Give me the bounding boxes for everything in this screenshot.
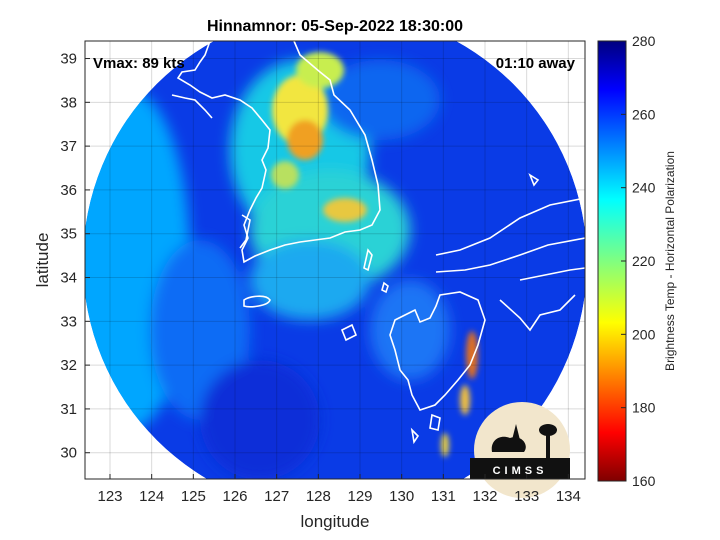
y-tick-label: 37	[60, 138, 77, 155]
chart-title: Hinnamnor: 05-Sep-2022 18:30:00	[207, 18, 463, 35]
grid-lines	[85, 41, 585, 479]
y-tick-label: 35	[60, 226, 77, 243]
cimss-logo: CIMSS	[470, 402, 570, 498]
x-tick-label: 133	[514, 488, 539, 505]
vmax-annotation: Vmax: 89 kts	[93, 55, 185, 72]
colorbar-tick-label: 260	[632, 106, 656, 122]
x-tick-label: 123	[97, 488, 122, 505]
x-tick-label: 134	[556, 488, 581, 505]
y-tick-label: 31	[60, 401, 77, 418]
x-axis-ticks: 123 124 125 126 127 128 129 130 131 132 133 134	[97, 474, 581, 505]
x-tick-label: 125	[181, 488, 206, 505]
colorbar-tick-label: 240	[632, 180, 656, 196]
x-axis-label: longitude	[300, 512, 369, 531]
y-tick-label: 33	[60, 313, 77, 330]
y-tick-label: 39	[60, 51, 77, 68]
plot-frame	[84, 40, 586, 480]
y-tick-label: 32	[60, 357, 77, 374]
x-tick-label: 126	[222, 488, 247, 505]
colorbar: 160 180 200 220 240 260 280 Brightness Temp - …	[597, 33, 677, 489]
colorbar-tick-label: 160	[632, 473, 656, 489]
x-tick-label: 124	[139, 488, 164, 505]
x-tick-label: 132	[472, 488, 497, 505]
y-tick-label: 36	[60, 182, 77, 199]
colorbar-tick-label: 220	[632, 253, 656, 269]
x-tick-label: 129	[347, 488, 372, 505]
y-tick-label: 30	[60, 445, 77, 462]
y-tick-label: 34	[60, 270, 77, 287]
x-tick-label: 130	[389, 488, 414, 505]
coastlines	[85, 41, 585, 445]
colorbar-ticks: 160 180 200 220 240 260 280	[621, 33, 656, 489]
colorbar-tick-label: 200	[632, 326, 656, 342]
x-tick-label: 131	[431, 488, 456, 505]
x-tick-label: 128	[306, 488, 331, 505]
y-axis-label: latitude	[33, 233, 52, 288]
time-away-annotation: 01:10 away	[496, 55, 576, 72]
colorbar-tick-label: 280	[632, 33, 656, 49]
x-tick-label: 127	[264, 488, 289, 505]
colorbar-tick-label: 180	[632, 400, 656, 416]
y-axis-ticks: 30 31 32 33 34 35 36 37 38 39	[60, 51, 90, 462]
colorbar-label: Brightness Temp - Horizontal Polarizatio…	[663, 151, 677, 371]
y-tick-label: 38	[60, 94, 77, 111]
logo-text: CIMSS	[493, 465, 548, 477]
